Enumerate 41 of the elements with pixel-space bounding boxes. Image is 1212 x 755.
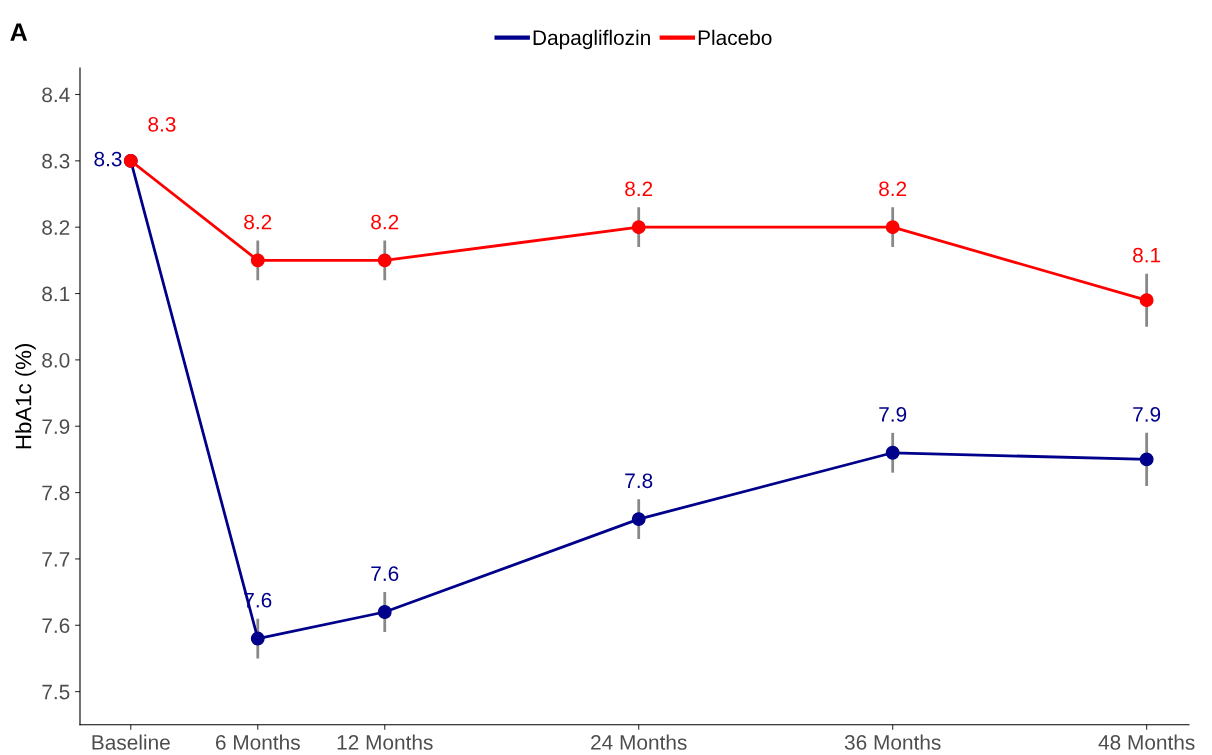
y-tick-label: 8.4 [42,87,70,103]
point [631,220,646,235]
point [1139,452,1154,467]
y-axis-title: HbA1c (%) [15,344,36,449]
point [250,253,265,268]
data-label: 8.3 [148,116,176,132]
data-label: 8.2 [371,214,399,230]
point [377,253,392,268]
data-label: 8.2 [244,214,272,230]
data-label: 8.3 [94,151,122,167]
y-tick-label: 8.0 [42,352,70,368]
x-tick-label: 24 Months [591,734,687,750]
data-label: 7.6 [371,566,399,582]
x-tick-label: 36 Months [844,734,941,750]
x-tick-label: Baseline [92,734,170,750]
point [250,631,265,646]
y-tick-label: 7.8 [42,485,70,501]
point [885,220,900,235]
text: A [10,23,28,41]
y-tick-label: 8.1 [42,286,70,302]
y-tick-label: 8.2 [42,220,70,235]
data-label: 7.8 [625,473,653,489]
point [631,512,646,527]
y-tick-label: 7.5 [42,684,70,700]
legend-label: Dapagliflozin [533,29,650,50]
y-tick-label: 7.6 [42,618,70,634]
y-tick-label: 7.7 [42,552,70,567]
y-tick-label: 8.3 [42,153,70,169]
legend-label: Placebo [698,29,772,46]
data-label: 7.9 [879,407,907,422]
data-label: 7.9 [1133,407,1161,422]
point [1139,293,1154,308]
y-tick-label: 7.9 [42,419,70,434]
data-label: 8.2 [879,181,907,197]
data-label: 8.2 [625,181,653,197]
point [377,605,392,619]
x-tick-label: 6 Months [215,734,300,750]
x-tick-label: 48 Months [1098,734,1195,750]
x-tick-label: 12 Months [337,734,433,750]
point [885,445,900,460]
data-label: 8.1 [1133,247,1161,263]
